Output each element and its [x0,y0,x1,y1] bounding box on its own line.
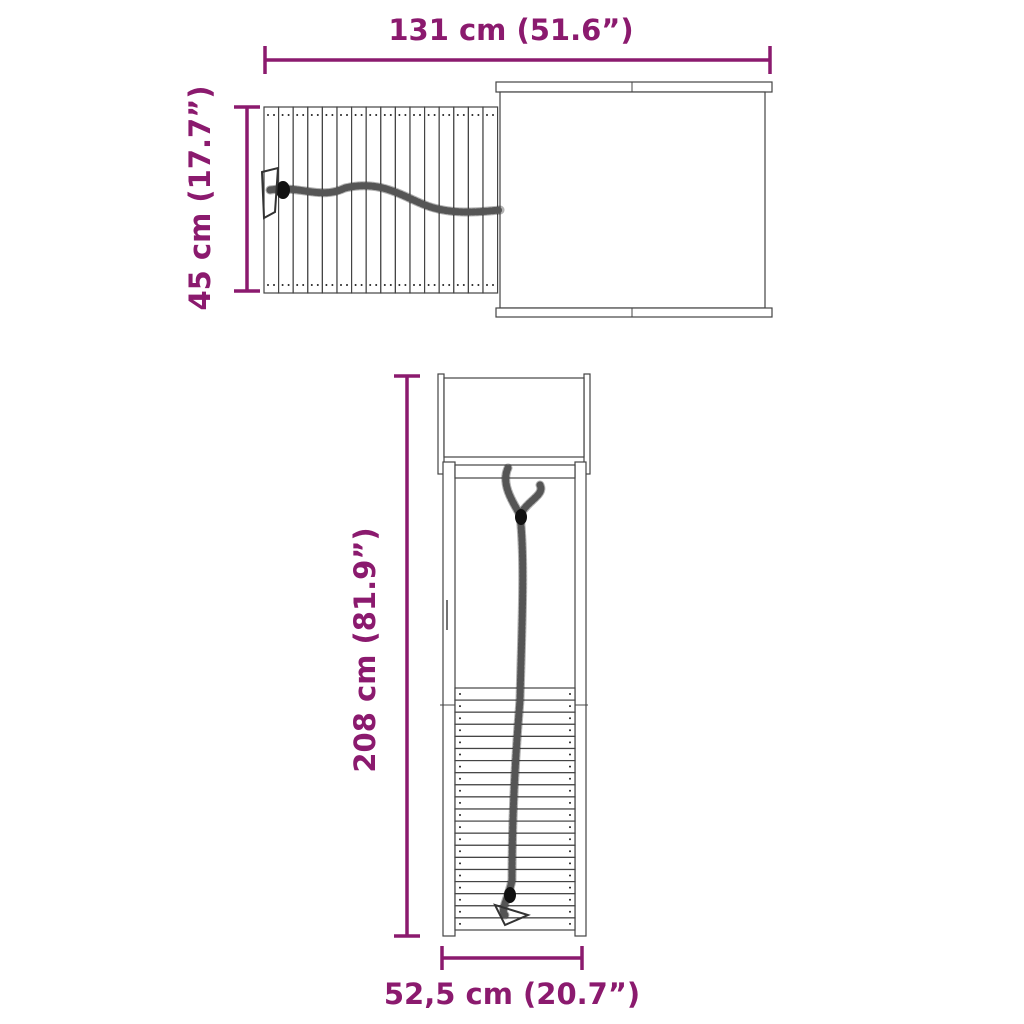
width-label: 45 cm (17.7”) [183,85,217,310]
dimension-lines [234,46,772,970]
depth-label: 52,5 cm (20.7”) [384,977,640,1011]
rope-hook [260,166,280,220]
bottom-rail [495,307,773,318]
height-label: 208 cm (81.9”) [348,527,382,772]
length-label: 131 cm (51.6”) [388,13,633,47]
roof-box [443,377,585,458]
slat [454,687,576,701]
slat [278,106,294,294]
slat [454,917,576,931]
top-rope [260,166,505,220]
platform-roof [499,91,766,309]
top-rail [495,81,773,93]
front-view [437,373,591,937]
slat [307,106,323,294]
slat [380,106,396,294]
slat [321,106,338,294]
slat [292,106,309,294]
top-view [260,81,773,318]
slat [482,106,499,294]
slat [467,106,484,294]
top-slats [263,106,499,294]
crossbar [454,464,576,479]
slat [453,106,469,294]
left-post [442,461,456,937]
slat [424,106,440,294]
slat [365,106,382,294]
slat [438,106,455,294]
slat [351,106,367,294]
front-rope [493,463,546,927]
rope-clamp [504,887,516,903]
rope-clamp [276,181,290,199]
slat [336,106,353,294]
rope-clamp [515,509,527,525]
right-post [574,461,587,937]
rope-hook [493,903,531,927]
